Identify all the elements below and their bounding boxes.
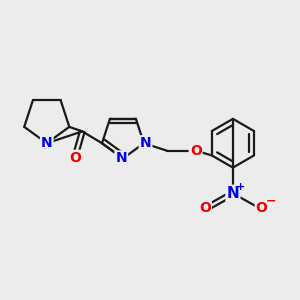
Text: +: + — [236, 182, 245, 192]
Text: O: O — [256, 200, 268, 214]
Text: O: O — [70, 151, 82, 165]
Text: N: N — [140, 136, 152, 150]
Text: −: − — [266, 195, 276, 208]
Text: N: N — [226, 186, 239, 201]
Text: O: O — [190, 144, 202, 158]
Text: N: N — [116, 152, 127, 166]
Text: O: O — [199, 200, 211, 214]
Text: N: N — [41, 136, 52, 150]
